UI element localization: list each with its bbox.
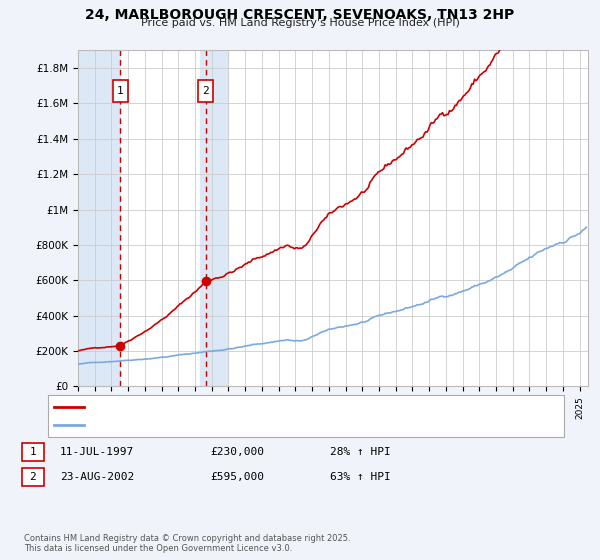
Text: 23-AUG-2002: 23-AUG-2002 [60, 472, 134, 482]
Text: 2: 2 [202, 86, 209, 96]
Text: 1: 1 [117, 86, 124, 96]
Text: HPI: Average price, detached house, Sevenoaks: HPI: Average price, detached house, Seve… [90, 420, 323, 430]
Text: 2: 2 [29, 472, 37, 482]
Bar [78, 50, 121, 386]
Bar [113, 81, 128, 102]
Text: £230,000: £230,000 [210, 447, 264, 457]
Text: 63% ↑ HPI: 63% ↑ HPI [330, 472, 391, 482]
Text: Price paid vs. HM Land Registry's House Price Index (HPI): Price paid vs. HM Land Registry's House … [140, 18, 460, 29]
Text: 24, MARLBOROUGH CRESCENT, SEVENOAKS, TN13 2HP (detached house): 24, MARLBOROUGH CRESCENT, SEVENOAKS, TN1… [90, 403, 451, 412]
Text: 28% ↑ HPI: 28% ↑ HPI [330, 447, 391, 457]
Text: Contains HM Land Registry data © Crown copyright and database right 2025.
This d: Contains HM Land Registry data © Crown c… [24, 534, 350, 553]
Text: £595,000: £595,000 [210, 472, 264, 482]
Bar [198, 81, 213, 102]
Bar [200, 50, 229, 386]
Text: 24, MARLBOROUGH CRESCENT, SEVENOAKS, TN13 2HP: 24, MARLBOROUGH CRESCENT, SEVENOAKS, TN1… [85, 8, 515, 22]
Text: 11-JUL-1997: 11-JUL-1997 [60, 447, 134, 457]
Text: 1: 1 [29, 447, 37, 457]
